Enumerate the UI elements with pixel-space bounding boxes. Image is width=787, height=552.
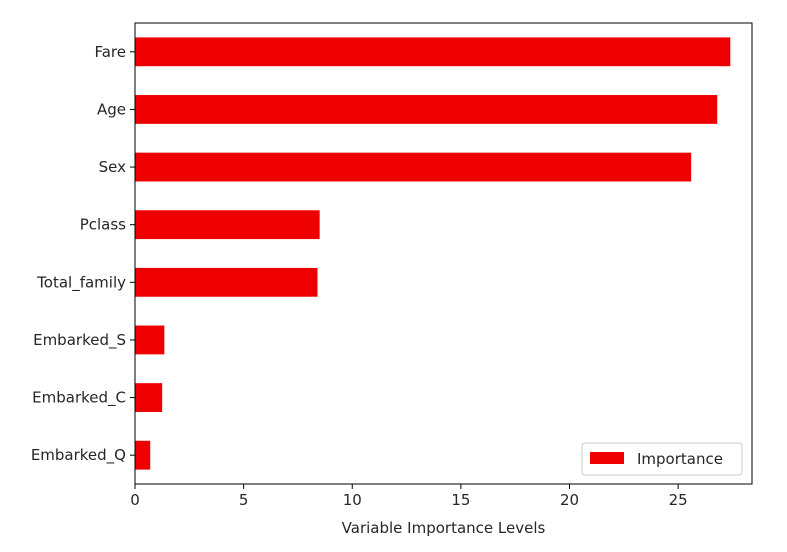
- x-axis-label: Variable Importance Levels: [342, 519, 546, 537]
- y-tick-label: Fare: [94, 43, 126, 61]
- bar-embarked-c: [135, 383, 163, 412]
- bar-pclass: [135, 210, 320, 240]
- y-tick-label: Sex: [99, 158, 126, 176]
- x-tick-label: 5: [239, 491, 249, 509]
- bar-age: [135, 95, 718, 124]
- bar-total-family: [135, 267, 318, 297]
- y-tick-label: Total_family: [36, 273, 126, 292]
- x-tick-label: 20: [560, 491, 579, 509]
- x-tick-label: 10: [343, 491, 362, 509]
- legend-box: [581, 442, 743, 476]
- bar-fare: [135, 37, 731, 67]
- bar-sex: [135, 152, 692, 182]
- bars-group: [135, 37, 731, 470]
- plot-frame: [134, 22, 753, 485]
- x-tick-label: 15: [451, 491, 470, 509]
- x-tick-label: 25: [669, 491, 688, 509]
- legend-label: Importance: [637, 450, 723, 468]
- y-tick-group: Fare Age Sex Pclass Total_family Embarked_S Em…: [31, 43, 135, 465]
- bar-embarked-q: [135, 440, 151, 470]
- legend: Importance: [581, 442, 743, 476]
- y-tick-label: Embarked_C: [32, 389, 126, 408]
- x-tick-label: 0: [130, 491, 140, 509]
- y-tick-label: Embarked_Q: [31, 446, 126, 465]
- y-tick-label: Age: [97, 100, 126, 118]
- legend-swatch: [590, 452, 624, 464]
- y-tick-label: Embarked_S: [33, 331, 126, 350]
- x-tick-group: 0 5 10 15 20 25: [130, 484, 688, 509]
- bar-embarked-s: [135, 325, 165, 355]
- y-tick-label: Pclass: [80, 216, 126, 234]
